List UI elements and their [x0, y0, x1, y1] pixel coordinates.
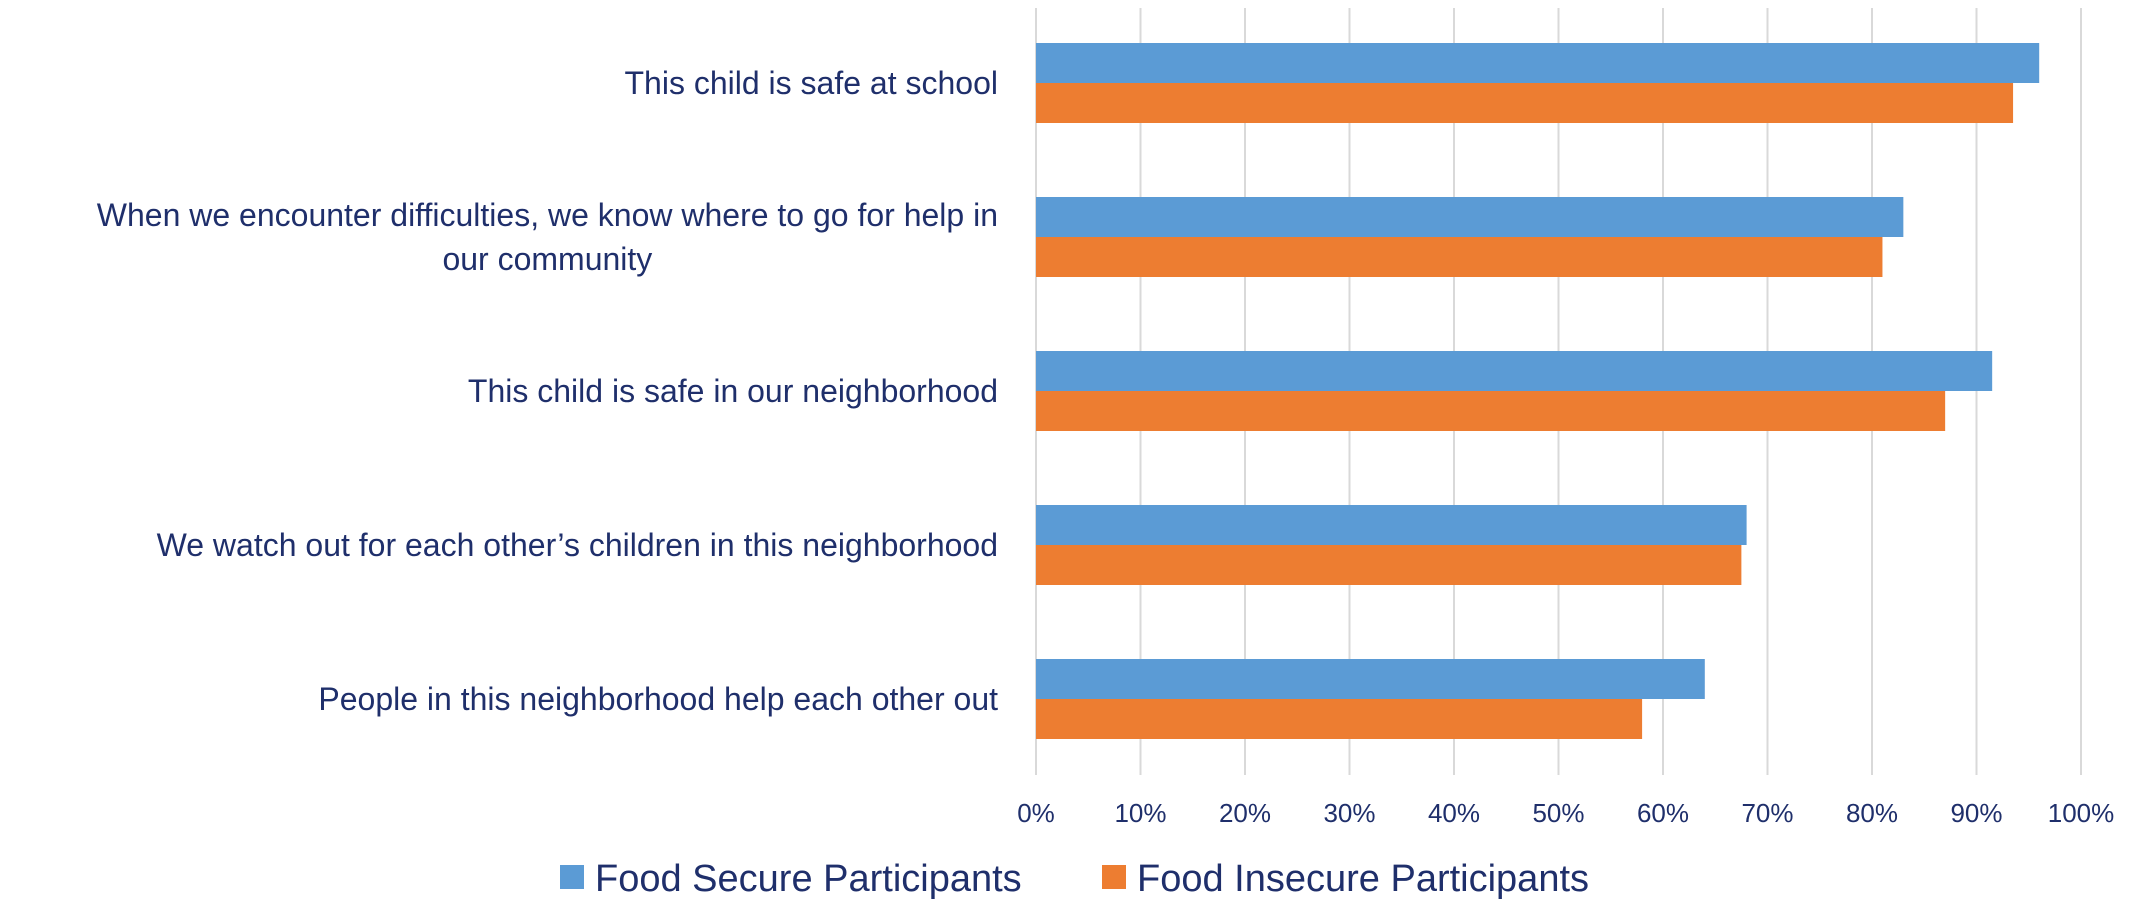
legend-swatch: [560, 865, 584, 889]
category-label: People in this neighborhood help each ot…: [318, 681, 998, 717]
bar-food-secure: [1036, 351, 1993, 391]
x-tick-label: 100%: [2048, 798, 2115, 828]
category-label: This child is safe in our neighborhood: [468, 373, 998, 409]
category-labels: This child is safe at school When we enco…: [97, 65, 998, 717]
x-tick-label: 80%: [1846, 798, 1898, 828]
bar-food-insecure: [1036, 391, 1946, 431]
x-tick-label: 20%: [1219, 798, 1271, 828]
category-label: When we encounter difficulties, we know …: [97, 197, 998, 277]
x-tick-label: 10%: [1114, 798, 1166, 828]
legend-swatch: [1102, 865, 1126, 889]
bar-food-insecure: [1036, 237, 1883, 277]
legend: Food Secure Participants Food Insecure Pa…: [560, 858, 1589, 900]
bar-food-insecure: [1036, 699, 1643, 739]
x-axis-tick-labels: 0% 10% 20% 30% 40% 50% 60% 70% 80% 90% 100%: [1017, 798, 2114, 828]
x-tick-label: 0%: [1017, 798, 1055, 828]
x-tick-label: 40%: [1428, 798, 1480, 828]
bars: [1036, 43, 2040, 739]
bar-food-secure: [1036, 197, 1904, 237]
x-tick-label: 60%: [1637, 798, 1689, 828]
legend-label: Food Secure Participants: [595, 858, 1022, 900]
x-tick-label: 30%: [1323, 798, 1375, 828]
bar-food-secure: [1036, 43, 2040, 83]
x-tick-label: 70%: [1741, 798, 1793, 828]
legend-label: Food Insecure Participants: [1137, 858, 1589, 900]
x-tick-label: 50%: [1532, 798, 1584, 828]
category-label: We watch out for each other’s children i…: [157, 527, 998, 563]
bar-food-insecure: [1036, 83, 2014, 123]
x-tick-label: 90%: [1950, 798, 2002, 828]
bar-food-insecure: [1036, 545, 1742, 585]
bar-food-secure: [1036, 505, 1747, 545]
category-label: This child is safe at school: [625, 65, 999, 101]
bar-food-secure: [1036, 659, 1705, 699]
